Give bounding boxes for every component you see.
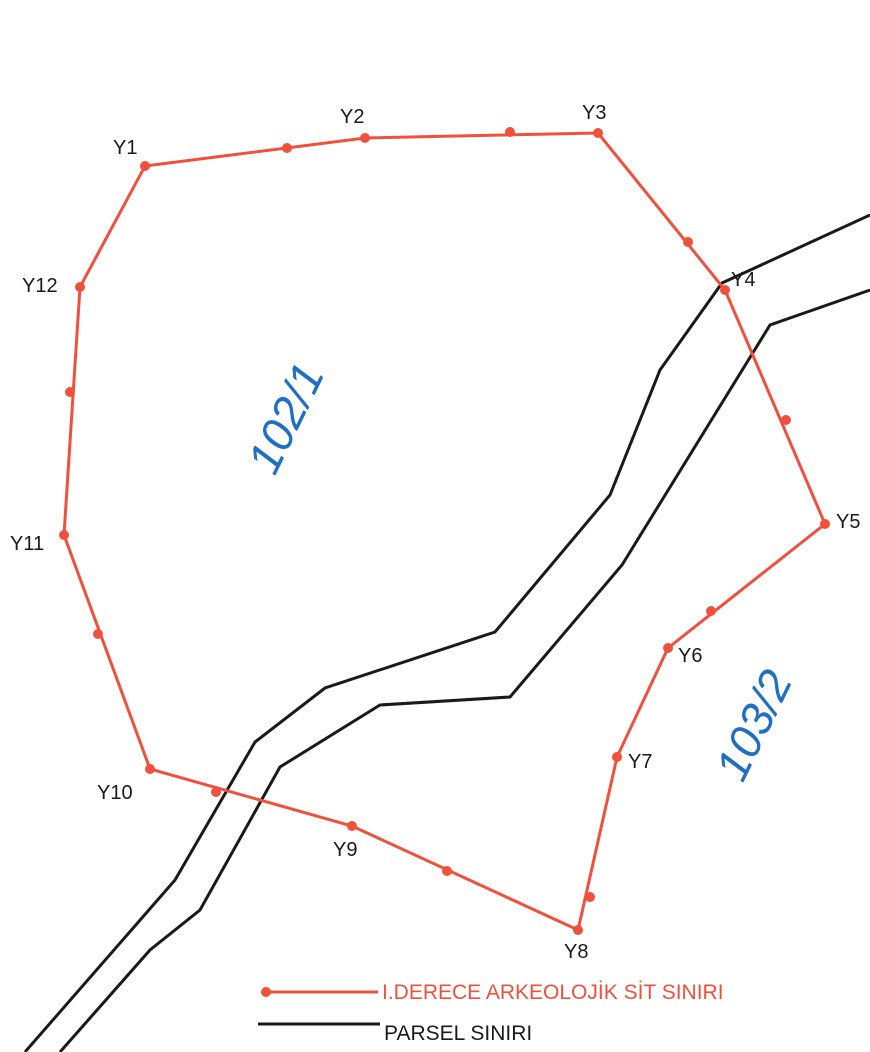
vertex-label-y7: Y7 [628,751,652,773]
vertex-marker-y2 [360,133,370,143]
vertex-marker-y5 [820,519,830,529]
site-boundary-vertex-labels: Y1 Y2 Y3 Y4 Y5 Y6 Y7 Y8 Y9 Y10 Y11 Y12 [10,102,860,963]
parcel-boundary-line-lower [58,288,870,1052]
midpoint-marker [585,892,595,902]
midpoint-marker [781,415,791,425]
midpoint-marker [442,866,452,876]
site-boundary-midpoint-markers [65,127,791,902]
vertex-label-y2: Y2 [340,106,364,128]
vertex-label-y11: Y11 [10,533,44,555]
parcel-label-102-1: 102/1 [237,355,334,481]
midpoint-marker [93,629,103,639]
vertex-label-y1: Y1 [113,137,137,159]
vertex-label-y10: Y10 [97,782,133,804]
vertex-label-y4: Y4 [731,269,755,291]
midpoint-marker [706,606,716,616]
vertex-marker-y9 [347,821,357,831]
vertex-label-y6: Y6 [678,645,702,667]
vertex-label-y12: Y12 [22,275,58,297]
parcel-boundary-line-upper [23,213,870,1052]
site-boundary-vertex-markers [59,128,830,935]
vertex-label-y5: Y5 [836,511,860,533]
legend-site-boundary-label: I.DERECE ARKEOLOJİK SİT SINIRI [382,981,724,1004]
midpoint-marker [505,127,515,137]
vertex-marker-y6 [663,643,673,653]
vertex-marker-y3 [593,128,603,138]
vertex-marker-y1 [140,161,150,171]
legend-site-boundary-marker [261,987,271,997]
midpoint-marker [211,787,221,797]
midpoint-marker [282,143,292,153]
vertex-marker-y10 [145,764,155,774]
vertex-marker-y12 [75,282,85,292]
midpoint-marker [683,237,693,247]
legend: I.DERECE ARKEOLOJİK SİT SINIRI PARSEL SI… [258,981,724,1045]
vertex-marker-y7 [612,752,622,762]
vertex-marker-y11 [59,530,69,540]
vertex-label-y3: Y3 [582,102,606,124]
parcel-label-103-2: 103/2 [705,662,802,788]
vertex-label-y9: Y9 [333,839,357,861]
legend-parcel-boundary-label: PARSEL SINIRI [384,1022,532,1045]
site-boundary-polygon [62,131,827,933]
vertex-label-y8: Y8 [564,941,588,963]
vertex-marker-y8 [573,925,583,935]
vertex-marker-y4 [720,285,730,295]
midpoint-marker [65,387,75,397]
